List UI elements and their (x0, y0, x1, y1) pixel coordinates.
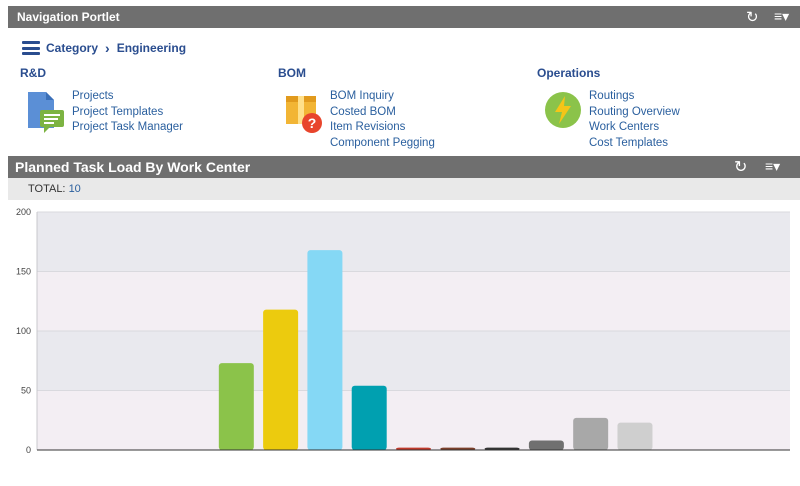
breadcrumb-current: Engineering (116, 41, 187, 55)
section-title: Operations (537, 66, 601, 80)
rnd-links: Projects Project Templates Project Task … (72, 89, 183, 136)
chart-portlet-header: Planned Task Load By Work Center ↻ ≡▾ (8, 156, 800, 178)
box-question-icon: ? (286, 96, 322, 133)
total-bar: TOTAL: 10 (8, 178, 800, 200)
link-project-templates[interactable]: Project Templates (72, 105, 164, 118)
link-item-revisions[interactable]: Item Revisions (330, 121, 406, 134)
operations-links: Routings Routing Overview Work Centers C… (589, 89, 680, 151)
bar-chart-svg: 0 50 100 150 200 (16, 207, 790, 455)
svg-text:?: ? (308, 115, 317, 131)
bar (351, 385, 387, 450)
navigation-portlet-header: Navigation Portlet ↻ ≡▾ (8, 6, 800, 28)
bar (617, 422, 653, 450)
plot-band (37, 390, 790, 450)
section-operations: Operations Routings Routing Overview Wor… (537, 66, 680, 149)
plot-band (37, 212, 790, 272)
hamburger-icon[interactable] (22, 41, 40, 55)
chart-portlet-title: Planned Task Load By Work Center (15, 159, 251, 175)
section-title: BOM (278, 66, 306, 80)
menu-icon[interactable]: ≡▾ (774, 8, 790, 24)
bar (396, 447, 431, 450)
document-chat-icon (28, 92, 64, 133)
plot-band (37, 271, 790, 331)
bar (573, 417, 609, 450)
y-tick-label: 50 (21, 386, 31, 396)
total-label-text: TOTAL: (28, 183, 66, 195)
link-project-task-manager[interactable]: Project Task Manager (72, 121, 184, 134)
bar (218, 363, 254, 450)
refresh-icon[interactable]: ↻ (746, 9, 759, 26)
link-work-centers[interactable]: Work Centers (589, 121, 660, 134)
y-tick-label: 100 (16, 326, 31, 336)
y-tick-label: 0 (26, 445, 31, 455)
y-tick-label: 150 (16, 267, 31, 277)
section-rnd: R&D Projects Project Templates Project T… (20, 66, 183, 133)
link-bom-inquiry[interactable]: BOM Inquiry (330, 90, 394, 102)
lightning-icon (545, 92, 581, 128)
section-bom: BOM ? BOM Inquiry Costed BOM Item Revisi… (278, 66, 435, 149)
y-tick-label: 200 (16, 207, 31, 217)
link-routings[interactable]: Routings (589, 90, 635, 102)
bom-links: BOM Inquiry Costed BOM Item Revisions Co… (330, 89, 435, 151)
section-title: R&D (20, 66, 46, 80)
link-cost-templates[interactable]: Cost Templates (589, 136, 669, 149)
link-routing-overview[interactable]: Routing Overview (589, 105, 680, 118)
menu-icon[interactable]: ≡▾ (765, 158, 781, 174)
bar-chart: 0 50 100 150 200 (0, 200, 800, 481)
breadcrumb-category[interactable]: Category (46, 41, 99, 55)
link-component-pegging[interactable]: Component Pegging (330, 136, 435, 149)
bar (263, 309, 299, 450)
link-projects[interactable]: Projects (72, 90, 114, 102)
refresh-icon[interactable]: ↻ (734, 159, 748, 176)
link-costed-bom[interactable]: Costed BOM (330, 105, 396, 118)
chevron-right-icon: › (105, 40, 110, 56)
navigation-portlet-body: Category › Engineering R&D Projects Proj… (8, 28, 800, 154)
navigation-portlet-title: Navigation Portlet (17, 10, 120, 24)
bar (528, 440, 564, 450)
breadcrumb: Category › Engineering (22, 39, 186, 57)
bar (307, 250, 343, 450)
bar (440, 447, 476, 450)
plot-band (37, 331, 790, 391)
total-label: TOTAL: 10 (28, 183, 81, 195)
bar (484, 447, 520, 450)
total-value: 10 (68, 183, 81, 195)
